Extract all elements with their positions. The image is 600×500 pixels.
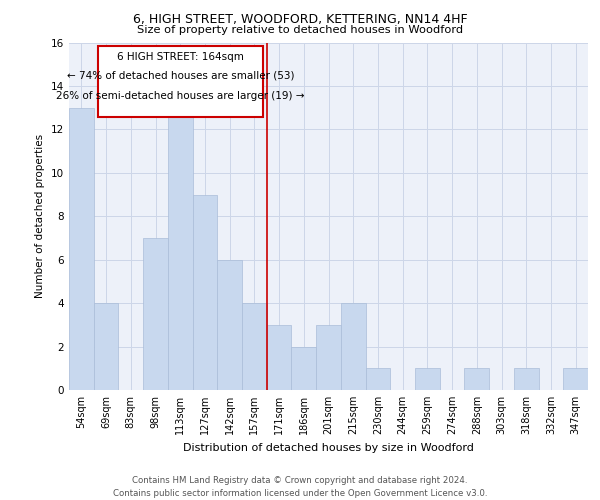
Bar (94, 303, 118, 390)
Text: ← 74% of detached houses are smaller (53): ← 74% of detached houses are smaller (53… (67, 70, 295, 81)
Bar (217, 260, 242, 390)
Bar (341, 303, 365, 390)
Text: Size of property relative to detached houses in Woodford: Size of property relative to detached ho… (137, 25, 463, 35)
Y-axis label: Number of detached properties: Number of detached properties (35, 134, 46, 298)
Bar (464, 368, 489, 390)
Bar (168, 108, 193, 390)
Bar (415, 368, 440, 390)
Text: 6 HIGH STREET: 164sqm: 6 HIGH STREET: 164sqm (117, 52, 244, 62)
Bar (514, 368, 539, 390)
Bar (267, 325, 292, 390)
Bar (365, 368, 390, 390)
X-axis label: Distribution of detached houses by size in Woodford: Distribution of detached houses by size … (183, 442, 474, 452)
Bar (193, 194, 217, 390)
Bar (292, 346, 316, 390)
Bar (316, 325, 341, 390)
Bar (242, 303, 267, 390)
Text: 6, HIGH STREET, WOODFORD, KETTERING, NN14 4HF: 6, HIGH STREET, WOODFORD, KETTERING, NN1… (133, 12, 467, 26)
Text: 26% of semi-detached houses are larger (19) →: 26% of semi-detached houses are larger (… (56, 92, 305, 102)
Text: Contains HM Land Registry data © Crown copyright and database right 2024.
Contai: Contains HM Land Registry data © Crown c… (113, 476, 487, 498)
Bar (143, 238, 168, 390)
FancyBboxPatch shape (98, 46, 263, 118)
Bar (69, 108, 94, 390)
Bar (563, 368, 588, 390)
